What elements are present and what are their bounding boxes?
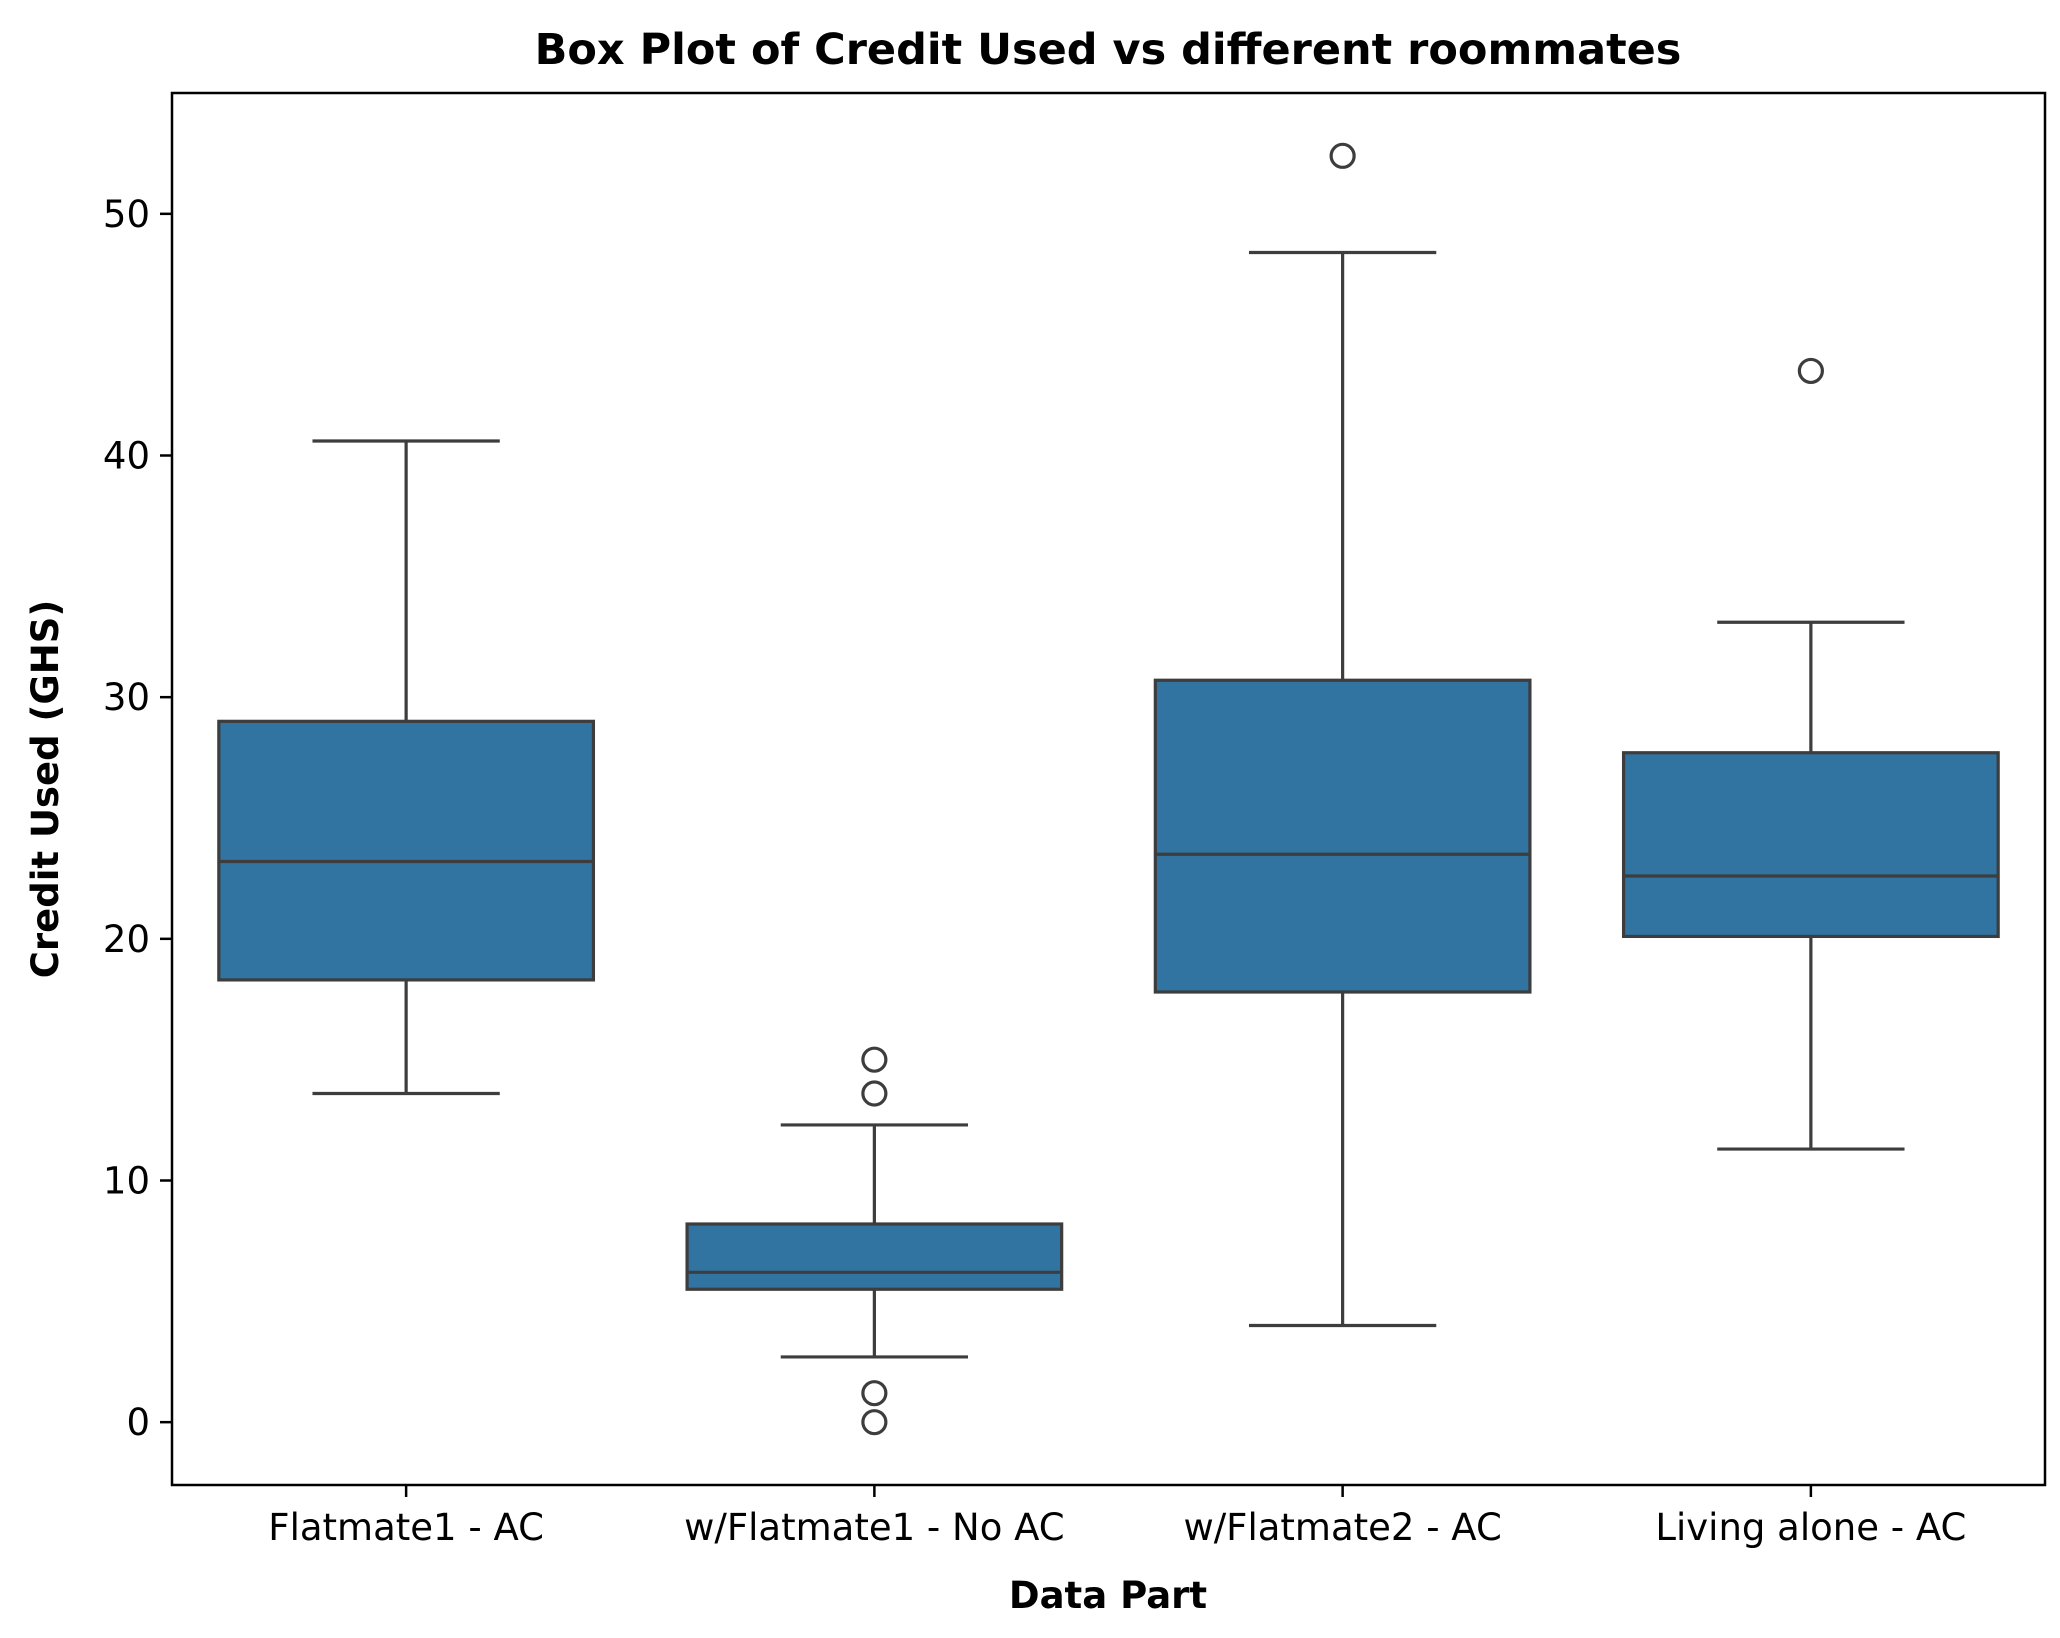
x-tick-label: w/Flatmate2 - AC [1183,1506,1501,1549]
y-tick-label: 50 [103,193,150,236]
outlier-point [1329,142,1356,169]
iqr-box [1153,678,1532,994]
y-axis-label: Credit Used (GHS) [24,600,67,979]
x-tick-label: Flatmate1 - AC [268,1506,544,1549]
box-group-1 [217,439,596,1096]
x-tick-label: w/Flatmate1 - No AC [684,1506,1064,1549]
box-group-4 [1621,357,2000,1151]
x-axis-label: Data Part [1009,1574,1207,1617]
iqr-box [217,719,596,982]
plot-area [217,142,2000,1436]
plot-frame [170,91,2047,1487]
x-tick-label: Living alone - AC [1655,1506,1966,1549]
chart-title: Box Plot of Credit Used vs different roo… [535,25,1682,75]
axes: 0 10 20 30 40 50 Flatmate1 - AC w/Flatmate1 - N… [103,193,1966,1549]
iqr-box [685,1222,1064,1291]
y-tick-label: 20 [103,918,150,961]
y-tick-label: 40 [103,435,150,478]
outlier-point [1797,357,1824,385]
box-group-3 [1153,142,1532,1328]
y-tick-label: 10 [103,1160,150,1203]
outlier-point [861,1080,888,1107]
y-tick-label: 30 [103,676,150,719]
iqr-box [1621,751,2000,939]
box-group-2 [685,1046,1064,1436]
outlier-point [861,1046,888,1073]
outlier-point [861,1409,888,1436]
outlier-point [861,1380,888,1407]
y-tick-label: 0 [126,1401,150,1444]
